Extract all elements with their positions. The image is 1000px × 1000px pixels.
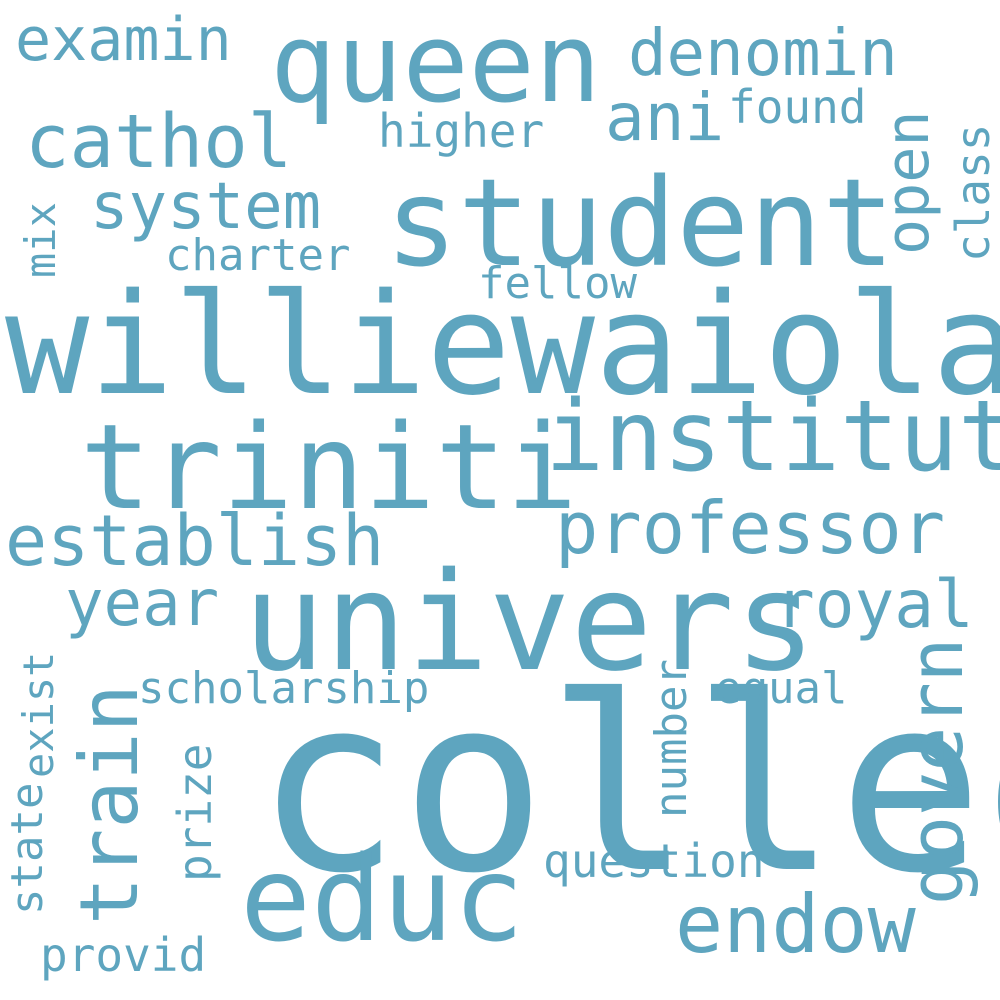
- word-train: train: [63, 684, 156, 925]
- word-class: class: [946, 123, 1000, 262]
- word-mix: mix: [16, 202, 65, 278]
- word-cathol: cathol: [25, 99, 293, 185]
- word-state: state: [2, 782, 53, 915]
- word-fellow: fellow: [478, 258, 637, 309]
- word-establish: establish: [5, 500, 385, 582]
- word-open: open: [873, 110, 943, 256]
- word-higher: higher: [378, 104, 545, 158]
- word-system: system: [90, 170, 322, 244]
- word-examin: examin: [15, 5, 232, 75]
- word-educ: educ: [240, 830, 525, 968]
- word-number: number: [646, 659, 697, 818]
- word-govern: govern: [894, 637, 980, 905]
- word-triniti: triniti: [80, 398, 578, 536]
- word-professor: professor: [555, 486, 946, 570]
- word-question: question: [543, 834, 765, 888]
- word-endow: endow: [675, 878, 916, 971]
- word-exist: exist: [14, 651, 63, 778]
- word-year: year: [65, 567, 220, 641]
- word-provid: provid: [40, 928, 207, 982]
- word-ani: ani: [605, 79, 725, 156]
- word-colleg: colleg: [255, 645, 1000, 927]
- word-univers: univers: [243, 544, 817, 702]
- word-queen: queen: [270, 0, 602, 127]
- word-found: found: [728, 80, 867, 134]
- word-williewaiola: williewaiola: [5, 264, 1000, 427]
- word-student: student: [385, 153, 895, 294]
- word-denomin: denomin: [628, 17, 898, 91]
- word-equal: equal: [715, 663, 848, 714]
- word-charter: charter: [165, 230, 351, 281]
- word-institut: institut: [545, 380, 1000, 494]
- word-scholarship: scholarship: [138, 663, 430, 714]
- word-prize: prize: [168, 743, 222, 882]
- word-royal: royal: [775, 566, 974, 643]
